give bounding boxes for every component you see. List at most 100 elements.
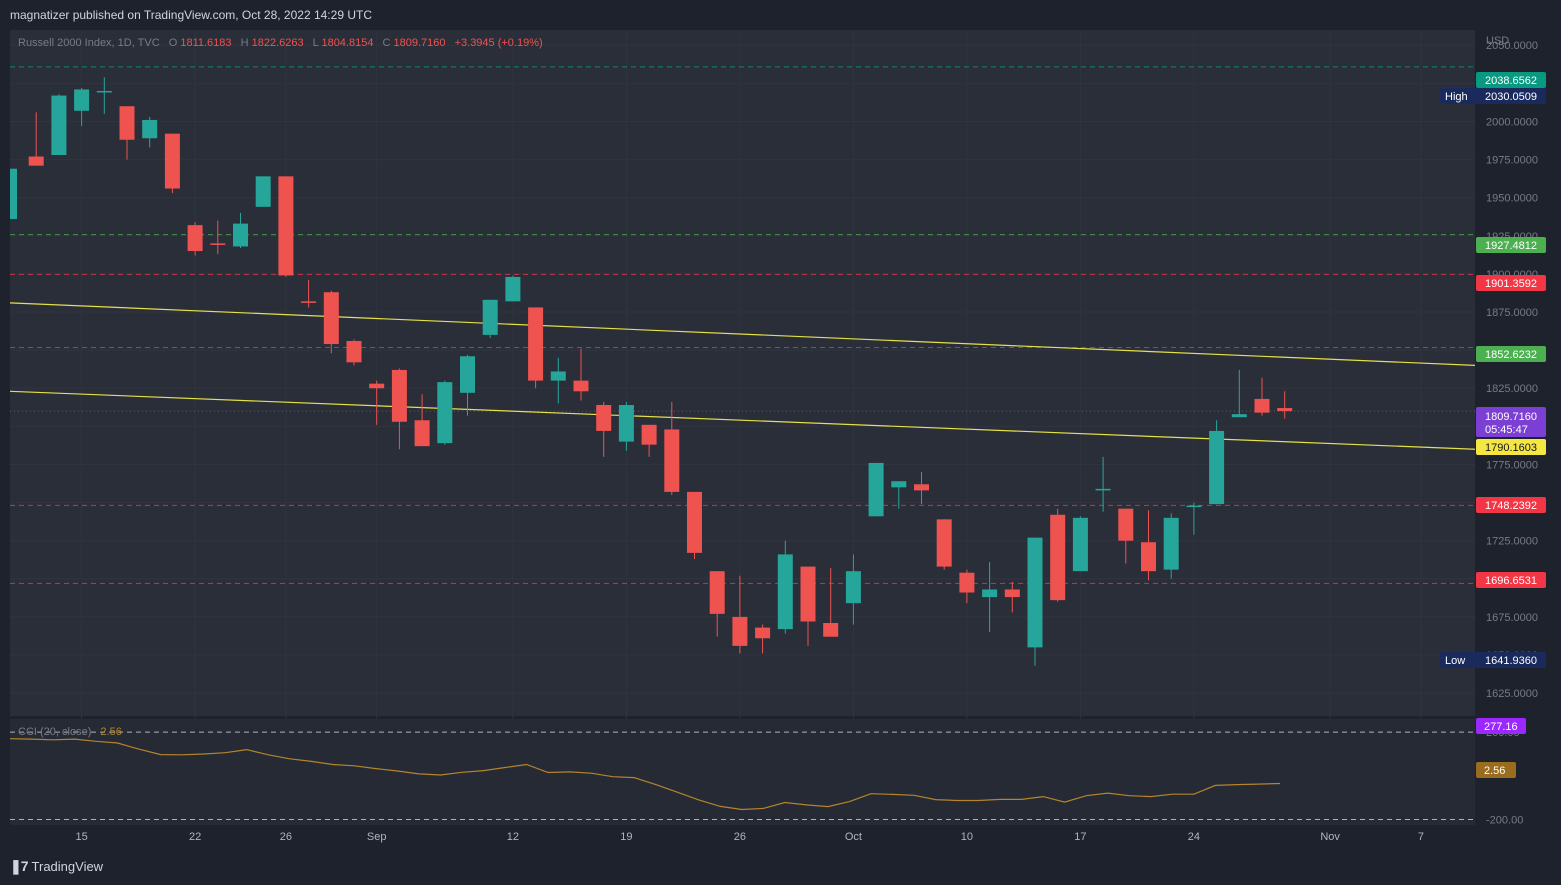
- trendline: [9, 390, 1476, 450]
- main-pane[interactable]: [9, 30, 1476, 825]
- tradingview-logo[interactable]: ❚7 TradingView: [10, 858, 103, 875]
- low-price-tag: [1440, 652, 1546, 668]
- y-tick-label: 2050.0000: [1486, 40, 1538, 52]
- currency-label: USD: [1486, 35, 1509, 47]
- candle-body: [914, 484, 929, 491]
- candle-body: [164, 133, 180, 189]
- candle-body: [1141, 542, 1156, 572]
- candle-body: [777, 554, 793, 630]
- candle-body: [687, 491, 702, 553]
- price-level-tag: [1476, 439, 1546, 455]
- candle-body: [800, 566, 816, 622]
- candle-body: [823, 623, 839, 637]
- candle-body: [755, 627, 771, 639]
- price-labels: 2038.6562 High 2030.0509 1927.4812 1901.3592…: [1440, 72, 1546, 668]
- tradingview-logo-icon: ❚7: [10, 858, 29, 874]
- tradingview-logo-text: TradingView: [31, 859, 104, 874]
- price-level-value: 1901.3592: [1485, 278, 1537, 290]
- candle-body: [74, 89, 90, 111]
- low-price-label: Low: [1445, 655, 1465, 667]
- price-level-tag: [1476, 237, 1546, 253]
- countdown-timer: 05:45:47: [1485, 424, 1528, 436]
- price-level-tag: [1476, 275, 1546, 291]
- candle-body: [323, 292, 339, 345]
- trendline: [9, 302, 1476, 366]
- horizontal-levels: [10, 66, 1475, 584]
- x-tick-label: 26: [280, 831, 292, 843]
- y-tick-label: 1725.0000: [1486, 536, 1538, 548]
- legend-o-label: O: [169, 37, 178, 49]
- trendlines[interactable]: [9, 302, 1476, 450]
- last-price-value: 1809.7160: [1485, 411, 1537, 423]
- price-level-value: 2038.6562: [1485, 75, 1537, 87]
- candle-body: [1118, 508, 1134, 541]
- cci-pane-bg: [10, 719, 1475, 825]
- candle-body: [709, 571, 725, 614]
- candle-body: [732, 616, 748, 646]
- candle-body: [664, 429, 680, 492]
- price-axis[interactable]: USD 2050.00002025.00002000.00001975.0000…: [1440, 30, 1561, 850]
- cci-tick-label: -200.00: [1486, 815, 1523, 827]
- candle-body: [1027, 537, 1043, 648]
- y-tick-label: 1975.0000: [1486, 155, 1538, 167]
- candle-body: [641, 424, 657, 445]
- candle-body: [528, 307, 544, 381]
- price-level-value: 1927.4812: [1485, 240, 1537, 252]
- candle-body: [414, 420, 430, 447]
- cci-line: [9, 738, 1281, 811]
- candle-body: [210, 243, 226, 245]
- time-axis-bg: [10, 825, 1475, 850]
- candle-body: [959, 572, 975, 593]
- candle-body: [1254, 398, 1270, 413]
- legend-o-value: 1811.6183: [180, 37, 231, 49]
- legend-l-label: L: [313, 37, 319, 49]
- high-price-tag: [1440, 88, 1546, 104]
- x-tick-label: Nov: [1320, 831, 1340, 843]
- candle-body: [301, 301, 317, 303]
- candle-body: [119, 106, 135, 140]
- cci-last-tag: [1476, 762, 1516, 778]
- y-tick-label: 1625.0000: [1486, 688, 1538, 700]
- candle-body: [346, 340, 362, 363]
- time-axis[interactable]: 15 22 26 Sep 12 19 26 Oct 10 17 24 Nov 7: [10, 825, 1475, 850]
- candle-body: [369, 383, 385, 389]
- candle-body: [1050, 514, 1066, 601]
- candle-body: [936, 519, 952, 567]
- price-level-tag: [1476, 346, 1546, 362]
- candle-body: [573, 380, 589, 392]
- y-tick-label: 1875.0000: [1486, 307, 1538, 319]
- x-tick-label: 19: [620, 831, 632, 843]
- chart[interactable]: USD 2050.00002025.00002000.00001975.0000…: [0, 0, 1561, 850]
- high-price-label: High: [1445, 91, 1468, 103]
- y-tick-label: 2000.0000: [1486, 116, 1538, 128]
- candle-body: [142, 119, 158, 139]
- legend-c-value: 1809.7160: [394, 37, 446, 49]
- legend: Russell 2000 Index, 1D, TVC O 1811.6183 …: [18, 37, 543, 738]
- candle-body: [278, 176, 294, 276]
- top-bar: magnatizer published on TradingView.com,…: [0, 0, 1561, 30]
- y-tick-label: 1825.0000: [1486, 383, 1538, 395]
- high-price-value: 2030.0509: [1485, 91, 1537, 103]
- cci-labels: 277.16 2.56: [1476, 718, 1526, 778]
- footer: [0, 850, 1561, 885]
- cci-name: CCI (20, close): [18, 726, 91, 738]
- cci-levels: [10, 731, 1475, 821]
- cci-pane[interactable]: [9, 719, 1475, 825]
- cci-legend: CCI (20, close) 2.56: [18, 726, 122, 738]
- main-pane-bg: [10, 30, 1475, 716]
- candle-body: [1277, 408, 1293, 412]
- candle-body: [1231, 414, 1247, 418]
- publisher-text: magnatizer published on TradingView.com,…: [10, 8, 372, 22]
- x-tick-label: 12: [507, 831, 519, 843]
- candle-body: [1163, 517, 1179, 570]
- price-level-tag: [1476, 72, 1546, 88]
- price-level-tag: [1476, 572, 1546, 588]
- x-tick-label: Oct: [845, 831, 862, 843]
- legend-change: +3.3945 (+0.19%): [455, 37, 543, 49]
- candle-body: [618, 405, 634, 442]
- candle-body: [1186, 505, 1202, 508]
- legend-text: Russell 2000 Index, 1D, TVC O 1811.6183 …: [18, 37, 543, 49]
- x-tick-label: 24: [1188, 831, 1200, 843]
- y-tick-label: 1675.0000: [1486, 612, 1538, 624]
- low-price-value: 1641.9360: [1485, 655, 1537, 667]
